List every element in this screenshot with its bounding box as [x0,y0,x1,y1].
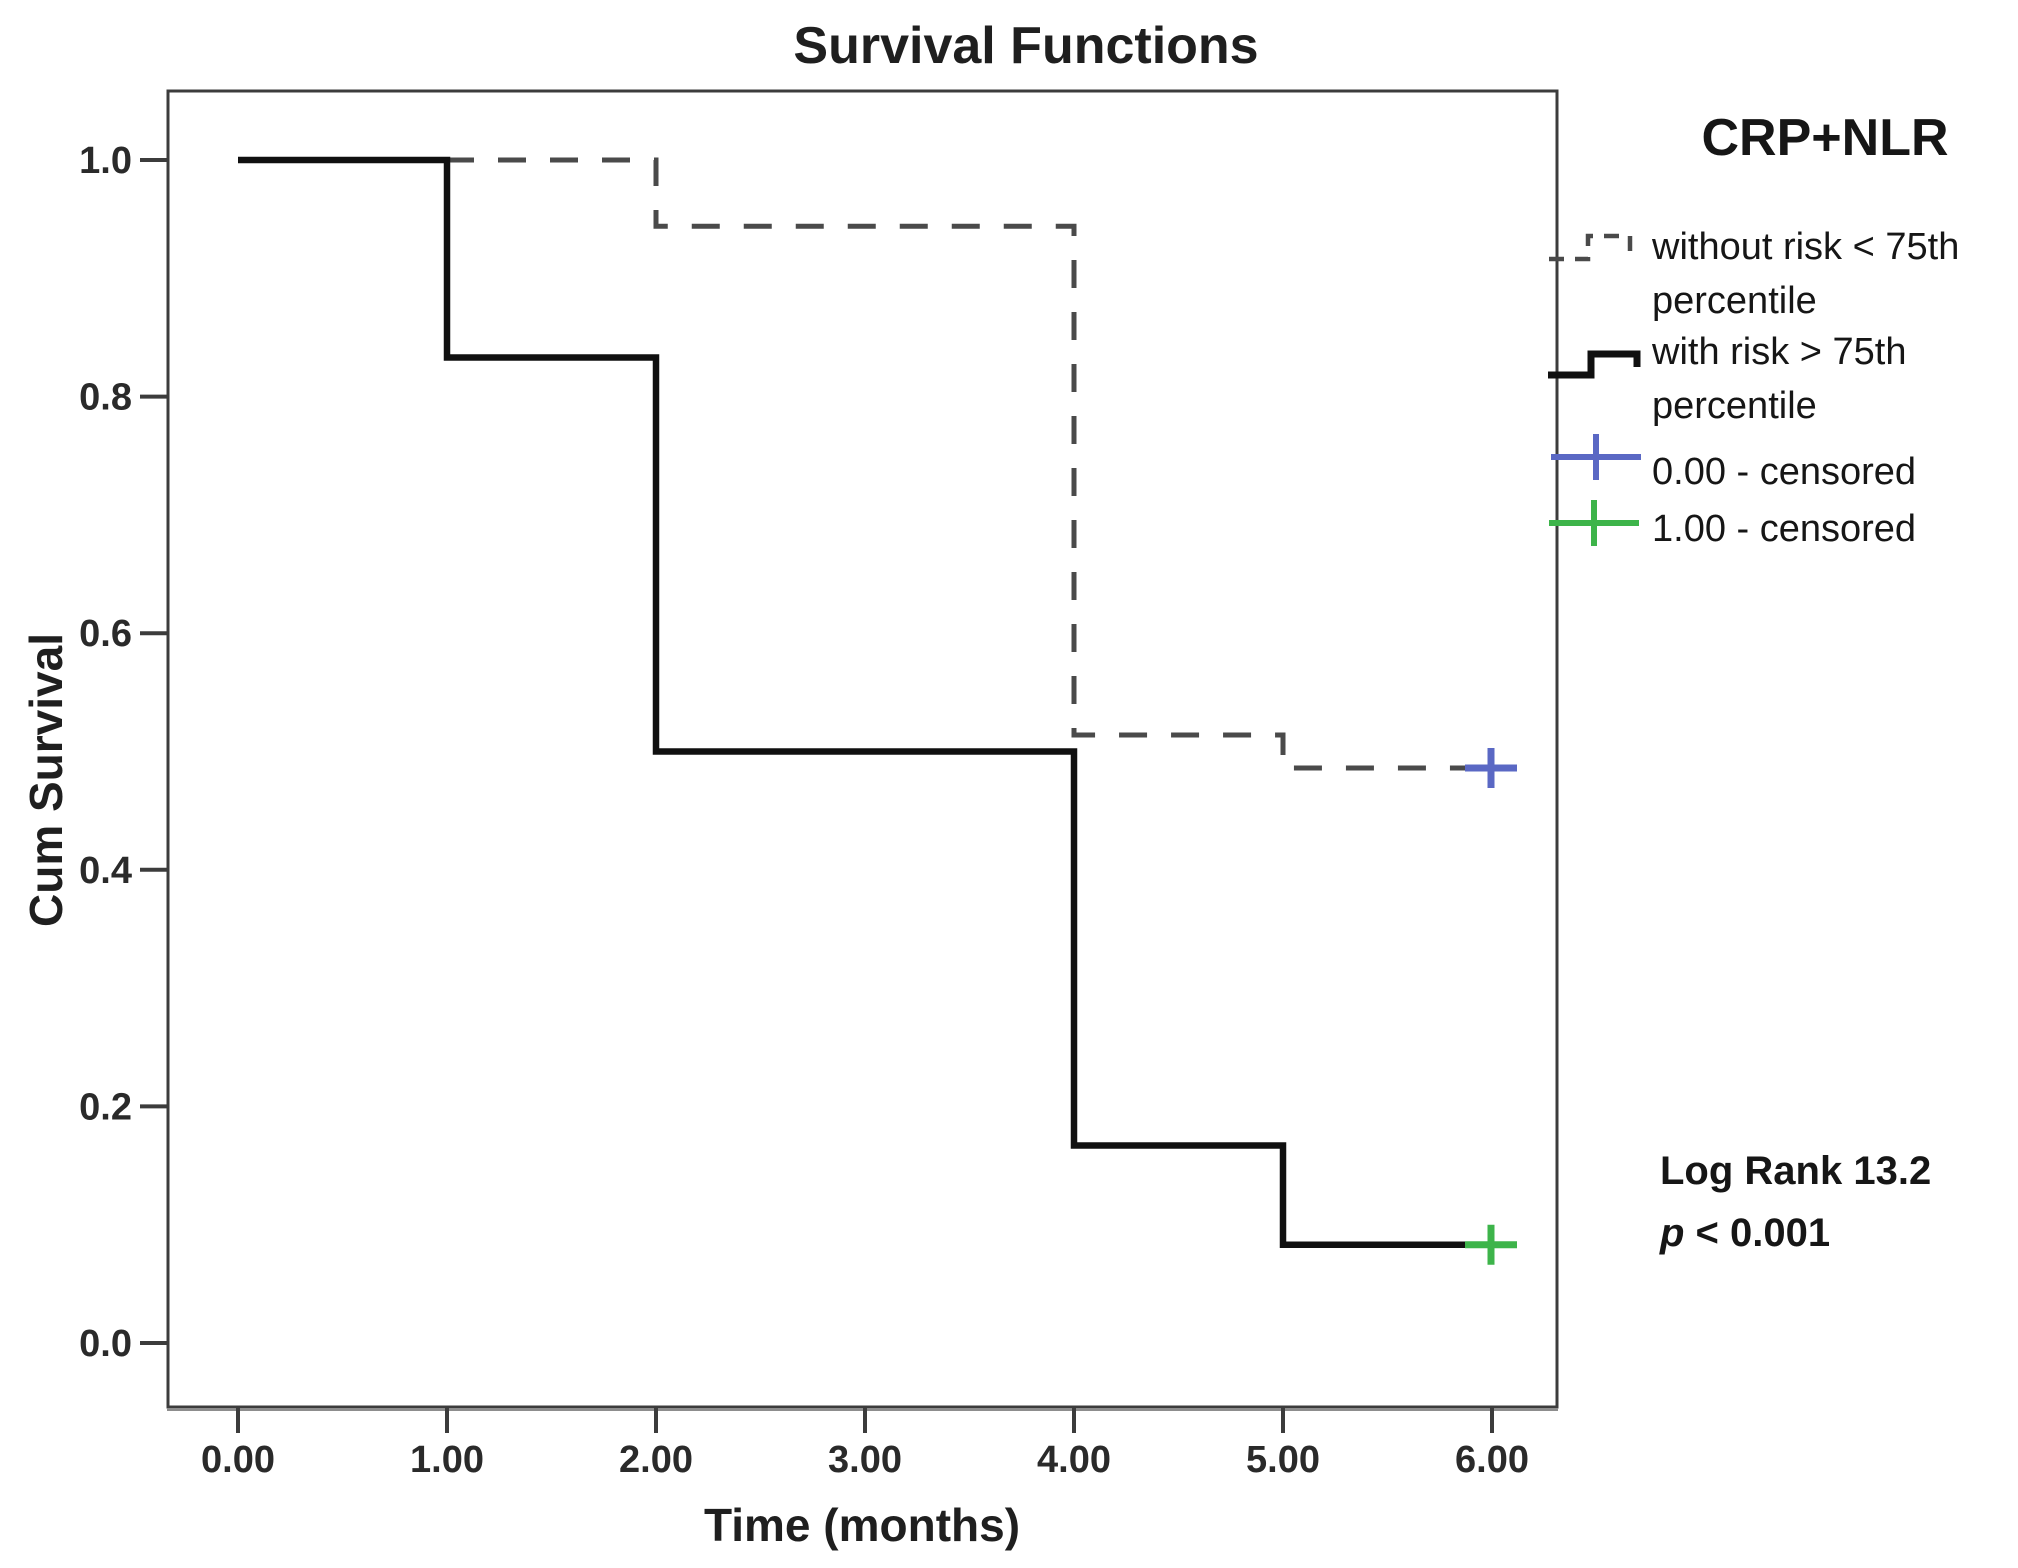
log-rank-annotation: Log Rank 13.2 p < 0.001 [1660,1140,2000,1264]
legend-item-label: with risk > 75th percentile [1652,331,1907,427]
legend-swatch-solid-step [1548,350,1641,379]
x-tick-label: 2.00 [619,1439,693,1481]
chart-title: Survival Functions [793,17,1259,75]
legend: CRP+NLR without risk < 75th percentile wi… [1540,100,2010,580]
y-tick-label: 0.2 [79,1086,132,1128]
log-rank-value: Log Rank 13.2 [1660,1149,1932,1193]
y-tick-label: 0.0 [79,1323,132,1365]
y-tick-label: 0.8 [79,377,132,419]
x-tick-label: 4.00 [1037,1439,1111,1481]
survival-curve-dashed [238,157,1492,771]
plot-border [166,89,1559,1409]
survival-curve-solid [238,156,1492,1249]
x-tick-label: 6.00 [1455,1439,1529,1481]
legend-title: CRP+NLR [1701,109,1949,167]
y-tick-label: 0.4 [79,850,132,892]
legend-item-label: without risk < 75th percentile [1652,226,1960,322]
x-tick-label: 1.00 [410,1439,484,1481]
x-tick-label: 3.00 [828,1439,902,1481]
legend-item-label: 1.00 - censored [1652,508,1917,550]
p-value: p < 0.001 [1660,1202,2000,1264]
p-value-text: < 0.001 [1684,1211,1831,1255]
y-tick-label: 1.0 [79,140,132,182]
p-symbol: p [1660,1211,1685,1255]
y-tick-label: 0.6 [79,613,132,655]
legend-item-label: 0.00 - censored [1652,451,1917,493]
x-tick-label: 0.00 [201,1439,275,1481]
x-tick-label: 5.00 [1246,1439,1320,1481]
x-axis-title: Time (months) [703,1499,1021,1551]
legend-swatch-dashed-step [1549,233,1633,262]
